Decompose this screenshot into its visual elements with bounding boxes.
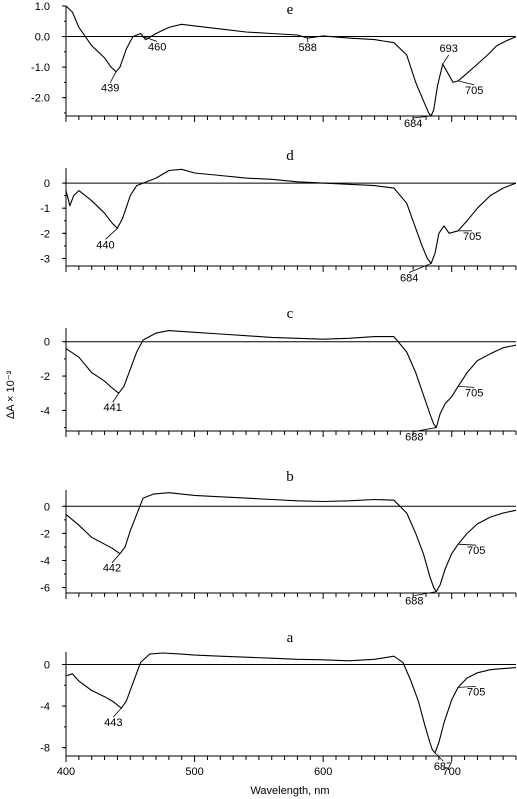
x-tick-label: 700: [443, 766, 461, 778]
annotation-leader: [442, 54, 450, 65]
peak-annotation: 688: [405, 432, 423, 444]
peak-annotation: 705: [465, 387, 483, 399]
x-tick-label: 400: [57, 766, 75, 778]
y-tick-label: -4: [40, 555, 50, 567]
panel-b: b 0 -2 -4 -6 442 688 705: [40, 469, 517, 608]
annotation-leader: [105, 228, 118, 240]
y-tick-label: 0: [44, 659, 50, 671]
annotation-leader: [458, 385, 475, 388]
panel-c: c 0 -2 -4 441 688 705: [40, 306, 517, 444]
y-tick-label: -2: [40, 371, 50, 383]
peak-annotation: 705: [463, 231, 481, 243]
annotation-leader: [112, 393, 120, 403]
peak-annotation: 441: [104, 402, 122, 414]
annotation-leader: [109, 71, 117, 83]
y-axis-title: ΔA × 10⁻³: [5, 371, 17, 420]
peak-annotation: 439: [101, 83, 119, 95]
annotation-leader: [112, 707, 122, 718]
y-tick-label: -4: [40, 405, 50, 417]
panel-letter-a: a: [287, 630, 294, 646]
spectrum-line-c: [65, 330, 517, 429]
panel-d: d 0 -1 -2 -3 440 684 705: [40, 148, 517, 284]
y-tick-label: -1: [40, 203, 50, 215]
y-tick-label: -2: [40, 528, 50, 540]
y-tick-label: -2: [40, 228, 50, 240]
x-tick-label: 600: [314, 766, 332, 778]
annotation-leader: [143, 36, 158, 42]
y-tick-label: 0.0: [35, 32, 50, 44]
panel-letter-d: d: [286, 148, 294, 164]
panel-letter-c: c: [287, 306, 294, 322]
annotation-leader: [414, 427, 437, 432]
peak-annotation: 442: [103, 563, 121, 575]
peak-annotation: 684: [400, 272, 418, 284]
y-tick-label: 0: [44, 501, 50, 513]
spectrum-line-e: [65, 5, 517, 117]
panel-letter-e: e: [287, 2, 294, 18]
peak-annotation: 705: [467, 545, 485, 557]
peak-annotation: 688: [405, 596, 423, 608]
peak-annotation: 693: [440, 43, 458, 55]
y-tick-label: 0: [44, 337, 50, 349]
spectrum-line-b: [65, 492, 517, 593]
peak-annotation: 443: [104, 717, 122, 729]
peak-annotation: 705: [467, 686, 485, 698]
peak-annotation: 440: [96, 239, 114, 251]
annotation-leader: [434, 752, 444, 762]
y-tick-label: -1.0: [31, 62, 50, 74]
peak-annotation: 684: [404, 118, 422, 130]
annotation-leader: [413, 115, 432, 119]
y-tick-label: 1.0: [35, 1, 50, 13]
peak-annotation: 705: [465, 85, 483, 97]
panel-a: a 0 -4 -8 400 500 600 700 443 687 705: [40, 630, 517, 778]
y-tick-label: 0: [44, 178, 50, 190]
annotation-leader: [111, 553, 121, 563]
panel-letter-b: b: [286, 469, 294, 485]
y-tick-label: -8: [40, 743, 50, 755]
y-tick-label: -2.0: [31, 93, 50, 105]
annotation-leader: [408, 263, 432, 273]
y-tick-label: -6: [40, 583, 50, 595]
y-tick-label: -3: [40, 253, 50, 265]
annotation-leader: [458, 685, 477, 688]
x-tick-label: 500: [185, 766, 203, 778]
panel-e: e 1.0 0.0 -1.0 -2.0 439 460 588 684 693 705: [31, 1, 517, 130]
annotation-leader: [458, 80, 475, 86]
peak-annotation: 687: [434, 761, 452, 773]
x-axis-title: Wavelength, nm: [250, 785, 329, 797]
spectrum-line-a: [65, 652, 517, 754]
y-tick-label: -4: [40, 701, 50, 713]
panels-group: e 1.0 0.0 -1.0 -2.0 439 460 588 684 693 705 d 0 -1 -2 -…: [31, 1, 517, 778]
spectrum-line-d: [65, 168, 517, 265]
annotation-leader: [414, 591, 437, 597]
annotation-leader: [458, 543, 477, 546]
peak-annotation: 588: [299, 42, 317, 54]
peak-annotation: 460: [148, 42, 166, 54]
